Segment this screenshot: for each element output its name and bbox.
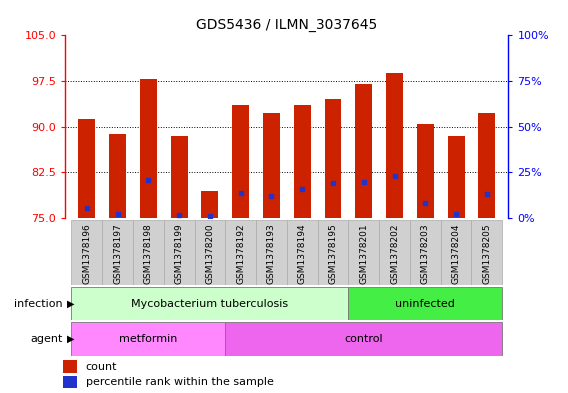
Text: GSM1378201: GSM1378201 <box>359 223 368 284</box>
Bar <box>386 73 403 218</box>
Bar <box>356 84 372 218</box>
Bar <box>225 220 256 285</box>
Text: GSM1378202: GSM1378202 <box>390 223 399 284</box>
Bar <box>417 124 434 218</box>
Bar <box>379 220 410 285</box>
Bar <box>78 119 95 218</box>
Bar <box>324 99 341 218</box>
Text: GSM1378205: GSM1378205 <box>482 223 491 284</box>
Bar <box>72 322 225 356</box>
Bar <box>133 220 164 285</box>
Text: Mycobacterium tuberculosis: Mycobacterium tuberculosis <box>131 299 289 309</box>
Bar <box>287 220 318 285</box>
Bar <box>441 220 471 285</box>
Text: control: control <box>344 334 383 344</box>
Bar <box>72 287 348 320</box>
Bar <box>348 287 502 320</box>
Bar <box>410 220 441 285</box>
Text: metformin: metformin <box>119 334 178 344</box>
Bar <box>263 113 280 218</box>
Bar <box>171 136 187 218</box>
Text: GSM1378204: GSM1378204 <box>452 223 461 284</box>
Text: GSM1378198: GSM1378198 <box>144 223 153 284</box>
Text: GSM1378196: GSM1378196 <box>82 223 91 284</box>
Bar <box>471 220 502 285</box>
Bar <box>225 322 502 356</box>
Text: GSM1378195: GSM1378195 <box>328 223 337 284</box>
Text: percentile rank within the sample: percentile rank within the sample <box>86 377 274 387</box>
Text: ▶: ▶ <box>67 299 74 309</box>
Bar <box>72 220 102 285</box>
Bar <box>448 136 465 218</box>
Bar <box>478 113 495 218</box>
Text: GSM1378194: GSM1378194 <box>298 223 307 284</box>
Text: infection: infection <box>14 299 62 309</box>
Bar <box>232 105 249 218</box>
Bar <box>194 220 225 285</box>
Bar <box>102 220 133 285</box>
Text: GSM1378193: GSM1378193 <box>267 223 276 284</box>
Bar <box>164 220 195 285</box>
Bar <box>294 105 311 218</box>
Text: count: count <box>86 362 117 372</box>
Text: GSM1378192: GSM1378192 <box>236 223 245 284</box>
Text: uninfected: uninfected <box>395 299 455 309</box>
Bar <box>202 191 218 218</box>
Bar <box>63 360 77 373</box>
Text: agent: agent <box>30 334 62 344</box>
Bar <box>109 134 126 218</box>
Bar <box>63 376 77 388</box>
Bar <box>318 220 348 285</box>
Title: GDS5436 / ILMN_3037645: GDS5436 / ILMN_3037645 <box>196 18 378 31</box>
Text: ▶: ▶ <box>67 334 74 344</box>
Text: GSM1378203: GSM1378203 <box>421 223 430 284</box>
Text: GSM1378197: GSM1378197 <box>113 223 122 284</box>
Text: GSM1378199: GSM1378199 <box>174 223 183 284</box>
Text: GSM1378200: GSM1378200 <box>206 223 215 284</box>
Bar <box>348 220 379 285</box>
Bar <box>256 220 287 285</box>
Bar <box>140 79 157 218</box>
